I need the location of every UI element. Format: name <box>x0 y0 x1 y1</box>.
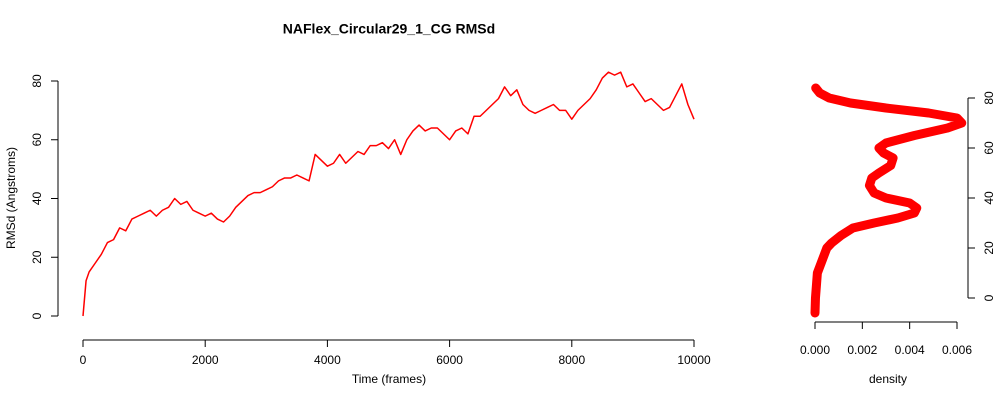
y-axis-label: RMSd (Angstroms) <box>4 147 18 249</box>
y-tick-label: 60 <box>30 133 44 147</box>
line <box>82 71 695 317</box>
density-line <box>810 83 967 318</box>
y-tick-label: 20 <box>982 241 996 255</box>
x-tick-label: 0 <box>80 353 87 367</box>
x-tick-label: 0.000 <box>800 343 830 357</box>
y-tick-label: 40 <box>982 191 996 205</box>
y-tick-label: 0 <box>982 294 996 301</box>
x-tick-label: 0.002 <box>847 343 877 357</box>
x-tick-label: 0.006 <box>942 343 972 357</box>
x-axis-label: Time (frames) <box>352 372 426 386</box>
x-tick-label: 4000 <box>314 353 341 367</box>
y-tick-label: 0 <box>30 312 44 319</box>
chart-title: NAFlex_Circular29_1_CG RMSd <box>283 21 495 37</box>
y-tick-label: 40 <box>30 192 44 206</box>
y-tick-label: 60 <box>982 141 996 155</box>
y-tick-label: 80 <box>30 74 44 88</box>
y-tick-label: 20 <box>30 250 44 264</box>
x-tick-label: 2000 <box>192 353 219 367</box>
x-tick-label: 8000 <box>558 353 585 367</box>
y-tick-label: 80 <box>982 91 996 105</box>
x-tick-label: 10000 <box>677 353 711 367</box>
x-tick-label: 0.004 <box>895 343 925 357</box>
x-tick-label: 6000 <box>436 353 463 367</box>
x-axis-label: density <box>869 372 907 386</box>
